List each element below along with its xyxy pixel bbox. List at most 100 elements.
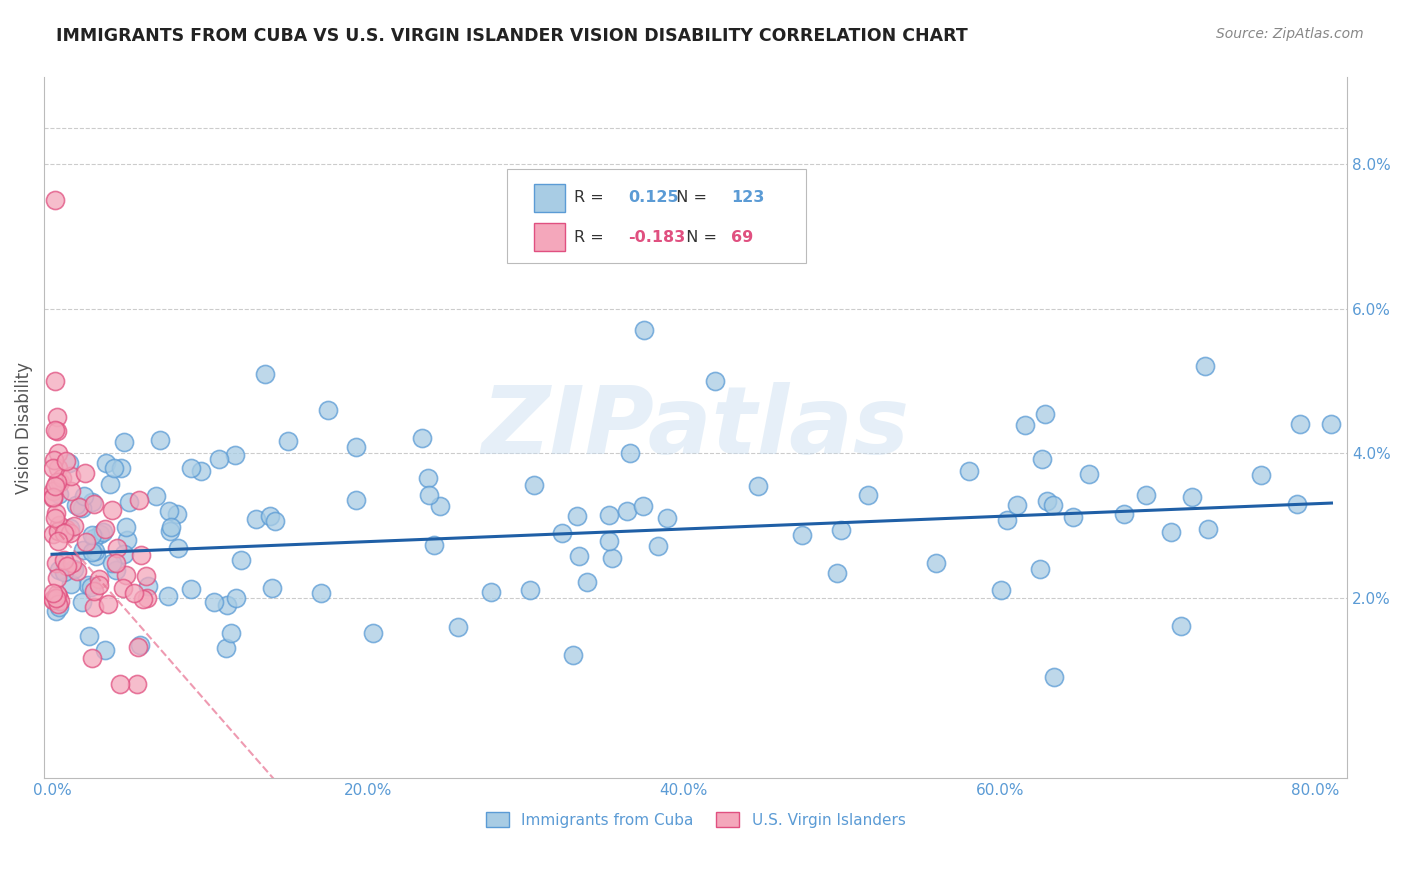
Point <box>45 571 67 585</box>
Legend: Immigrants from Cuba, U.S. Virgin Islanders: Immigrants from Cuba, U.S. Virgin Island… <box>479 805 911 834</box>
Point <box>262 581 284 595</box>
Point <box>180 582 202 597</box>
Point <box>110 460 132 475</box>
Y-axis label: Vision Disability: Vision Disability <box>15 362 32 494</box>
Point <box>1029 562 1052 576</box>
Point <box>46 446 69 460</box>
Point <box>42 527 65 541</box>
Point <box>70 595 93 609</box>
Point <box>245 511 267 525</box>
Point <box>145 489 167 503</box>
Point <box>84 544 107 558</box>
Point <box>277 434 299 448</box>
Point <box>344 440 367 454</box>
Point <box>67 500 90 514</box>
Point <box>190 464 212 478</box>
Point <box>62 519 84 533</box>
Point <box>60 577 83 591</box>
Point <box>83 531 105 545</box>
Point <box>747 479 769 493</box>
Point <box>89 527 111 541</box>
Point <box>42 592 65 607</box>
Point <box>429 500 451 514</box>
Point <box>112 548 135 562</box>
Point <box>45 556 67 570</box>
Point <box>97 597 120 611</box>
Text: Source: ZipAtlas.com: Source: ZipAtlas.com <box>1216 27 1364 41</box>
Point <box>225 591 247 605</box>
Point <box>157 504 180 518</box>
Point <box>263 514 285 528</box>
Point <box>46 589 69 603</box>
Text: R =: R = <box>575 230 609 244</box>
Point <box>45 506 67 520</box>
Point <box>318 402 340 417</box>
Point <box>46 533 69 548</box>
Point <box>1078 467 1101 481</box>
Point <box>925 556 948 570</box>
Point <box>94 642 117 657</box>
Point <box>44 424 66 438</box>
Point <box>48 599 70 614</box>
Point <box>72 501 94 516</box>
Point <box>446 620 468 634</box>
Point <box>633 323 655 337</box>
Point <box>72 543 94 558</box>
Point <box>91 524 114 539</box>
Point <box>118 495 141 509</box>
Point <box>149 434 172 448</box>
Point <box>1014 417 1036 432</box>
Point <box>598 534 620 549</box>
Point <box>44 194 66 208</box>
Point <box>42 484 65 499</box>
Point <box>180 461 202 475</box>
Point <box>576 575 599 590</box>
Text: IMMIGRANTS FROM CUBA VS U.S. VIRGIN ISLANDER VISION DISABILITY CORRELATION CHART: IMMIGRANTS FROM CUBA VS U.S. VIRGIN ISLA… <box>56 27 967 45</box>
Text: 0.125: 0.125 <box>628 191 679 205</box>
Point <box>105 541 128 555</box>
Point <box>103 460 125 475</box>
Point <box>98 476 121 491</box>
Point <box>221 626 243 640</box>
Text: N =: N = <box>676 230 723 244</box>
Point <box>79 580 101 594</box>
Point <box>207 451 229 466</box>
Point <box>1031 452 1053 467</box>
Point <box>159 524 181 538</box>
Point <box>59 469 82 483</box>
Text: N =: N = <box>665 191 711 205</box>
Point <box>1320 417 1343 432</box>
Text: ZIPatlas: ZIPatlas <box>482 382 910 474</box>
Point <box>42 593 65 607</box>
Point <box>45 591 67 606</box>
Point <box>1289 417 1312 432</box>
Point <box>598 508 620 523</box>
Point <box>73 466 96 480</box>
Point <box>136 579 159 593</box>
Point <box>344 493 367 508</box>
FancyBboxPatch shape <box>534 223 565 252</box>
Point <box>254 367 277 381</box>
Point <box>1135 488 1157 502</box>
Point <box>1170 618 1192 632</box>
Point <box>792 528 814 542</box>
Point <box>76 577 98 591</box>
FancyBboxPatch shape <box>506 169 807 263</box>
Point <box>65 498 87 512</box>
Point <box>231 552 253 566</box>
Point <box>93 523 115 537</box>
Point <box>45 587 67 601</box>
Point <box>44 453 66 467</box>
Point <box>224 448 246 462</box>
Point <box>1043 670 1066 684</box>
Point <box>108 677 131 691</box>
Point <box>44 511 66 525</box>
Point <box>82 528 104 542</box>
Point <box>83 584 105 599</box>
Point <box>215 598 238 612</box>
Point <box>63 562 86 576</box>
Point <box>418 488 440 502</box>
Point <box>1033 408 1056 422</box>
Point <box>202 594 225 608</box>
Point <box>127 677 149 691</box>
